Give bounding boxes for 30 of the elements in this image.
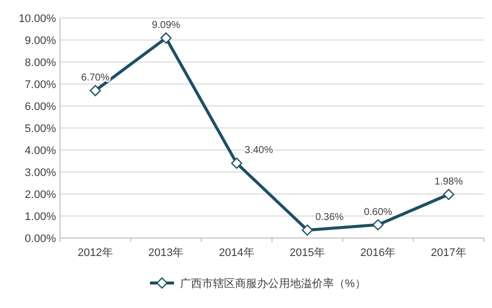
- data-label: 0.60%: [364, 206, 392, 218]
- x-tick-label: 2016年: [360, 247, 396, 259]
- point: [372, 219, 384, 230]
- x-tick-label: 2015年: [290, 247, 326, 259]
- y-tick-label: 4.00%: [24, 145, 56, 157]
- y-tick-label: 7.00%: [24, 79, 56, 91]
- legend-label: 广西市辖区商服办公用地溢价率（%）: [180, 277, 366, 290]
- x-tick-label: 2013年: [148, 247, 184, 259]
- y-tick-label: 5.00%: [24, 123, 56, 135]
- y-tick-label: 8.00%: [24, 57, 56, 69]
- point: [231, 158, 242, 169]
- x-tick-label: 2012年: [78, 247, 114, 259]
- y-tick-label: 2.00%: [24, 189, 56, 201]
- point: [90, 85, 101, 96]
- y-tick-label: 3.00%: [24, 167, 56, 179]
- y-tick-label: 9.00%: [24, 35, 56, 47]
- y-tick-label: 10.00%: [18, 13, 56, 25]
- data-label: 3.40%: [244, 145, 274, 156]
- y-tick-label: 0.00%: [24, 233, 56, 245]
- data-label: 6.70%: [81, 72, 110, 84]
- point: [302, 224, 313, 236]
- x-tick-label: 2017年: [430, 247, 466, 259]
- y-tick-label: 1.00%: [24, 211, 56, 223]
- x-tick-label: 2014年: [218, 247, 254, 259]
- data-label: 9.09%: [152, 20, 180, 32]
- data-label: 1.98%: [434, 176, 463, 188]
- data-label: 0.36%: [315, 212, 344, 224]
- point: [443, 188, 454, 200]
- point: [160, 32, 172, 44]
- y-tick-label: 6.00%: [24, 101, 56, 113]
